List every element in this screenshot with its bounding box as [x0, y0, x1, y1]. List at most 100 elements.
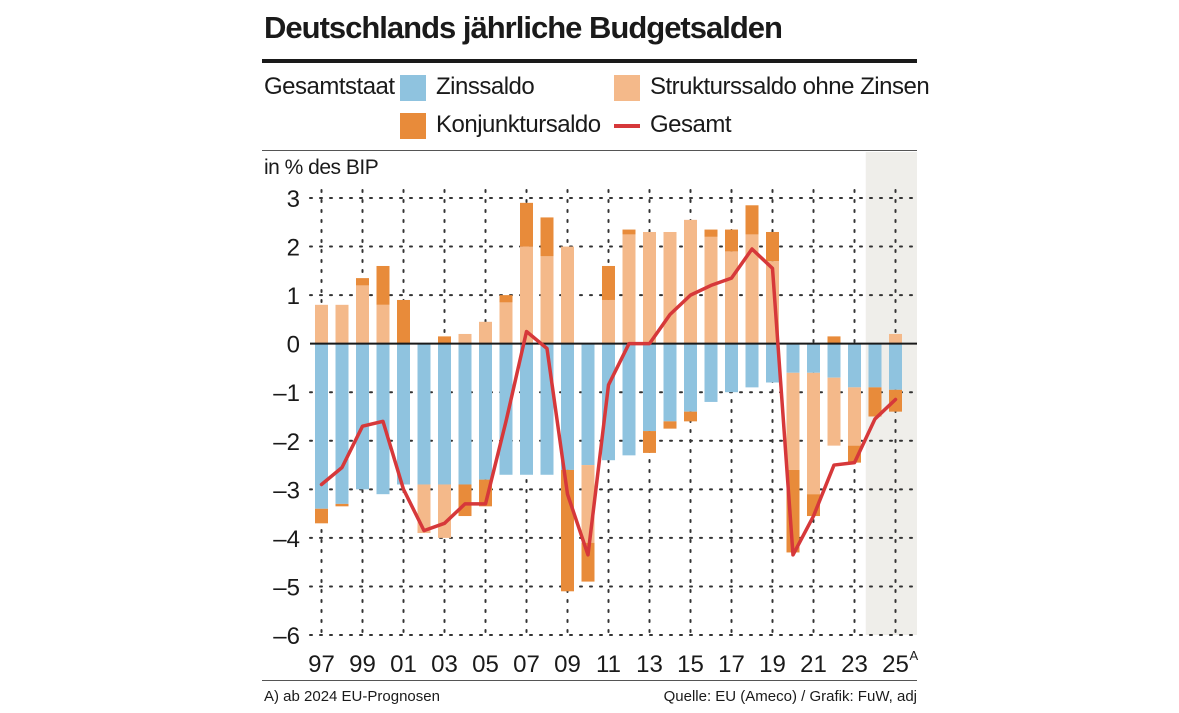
- legend-swatch-zinssaldo: [400, 75, 426, 101]
- legend-separator: [262, 150, 917, 151]
- x-tick-label: 03: [431, 651, 458, 678]
- y-tick-label: –1: [273, 380, 300, 407]
- bar-zinssaldo-2024: [868, 343, 882, 388]
- bar-strukturssaldo-ohne-zinsen-2016: [704, 236, 718, 344]
- bar-zinssaldo-2006: [499, 343, 513, 475]
- y-tick-label: –2: [273, 429, 300, 456]
- bar-strukturssaldo-ohne-zinsen-2014: [663, 231, 677, 344]
- title-rule: [262, 59, 917, 63]
- bar-zinssaldo-2013: [643, 343, 656, 432]
- x-tick-label: 17: [718, 651, 745, 678]
- x-tick-label: 21: [800, 651, 827, 678]
- chart-title: Deutschlands jährliche Budgetsalden: [264, 10, 783, 45]
- bar-zinssaldo-2011: [602, 343, 615, 461]
- legend-swatch-strukturssaldo: [614, 75, 640, 101]
- footer-separator: [262, 680, 917, 681]
- bar-konjunktursaldo-2022: [827, 336, 841, 344]
- legend-label-strukturssaldo: Strukturssaldo ohne Zinsen: [650, 73, 930, 100]
- bar-strukturssaldo-ohne-zinsen-2012: [622, 234, 636, 344]
- bar-strukturssaldo-ohne-zinsen-2013: [643, 231, 656, 344]
- bar-zinssaldo-2002: [417, 343, 431, 485]
- bar-strukturssaldo-ohne-zinsen-1999: [356, 285, 369, 344]
- bar-zinssaldo-2015: [684, 343, 697, 412]
- bar-konjunktursaldo-2007: [520, 202, 533, 247]
- legend-label-konjunktursaldo: Konjunktursaldo: [436, 111, 601, 138]
- bar-strukturssaldo-ohne-zinsen-2025: [889, 333, 902, 344]
- bar-strukturssaldo-ohne-zinsen-2023: [848, 387, 861, 446]
- bar-zinssaldo-2023: [848, 343, 861, 388]
- bar-zinssaldo-1997: [315, 343, 328, 509]
- bar-zinssaldo-2014: [663, 343, 677, 422]
- bar-strukturssaldo-ohne-zinsen-2005: [479, 321, 492, 344]
- bar-strukturssaldo-ohne-zinsen-2015: [684, 219, 697, 344]
- x-tick-label: 01: [390, 651, 417, 678]
- bar-konjunktursaldo-2010: [581, 542, 595, 582]
- bar-zinssaldo-2022: [827, 343, 841, 378]
- bar-konjunktursaldo-2016: [704, 229, 718, 237]
- bar-konjunktursaldo-1999: [356, 278, 369, 286]
- x-tick-label: 25: [882, 651, 909, 678]
- bar-konjunktursaldo-2024: [868, 387, 882, 417]
- y-tick-label: 0: [287, 332, 300, 359]
- bar-strukturssaldo-ohne-zinsen-2021: [807, 372, 820, 495]
- x-tick-label: 15: [677, 651, 704, 678]
- legend-label-gesamt: Gesamt: [650, 111, 732, 138]
- y-tick-label: –3: [273, 477, 300, 504]
- bar-konjunktursaldo-2017: [725, 229, 738, 252]
- y-tick-label: 3: [287, 186, 300, 213]
- bar-konjunktursaldo-2004: [458, 484, 472, 517]
- bar-zinssaldo-2020: [786, 343, 800, 373]
- bar-strukturssaldo-ohne-zinsen-2003: [438, 484, 451, 538]
- bar-zinssaldo-2016: [704, 343, 718, 402]
- legend-label-zinssaldo: Zinssaldo: [436, 73, 535, 100]
- bar-konjunktursaldo-1998: [335, 503, 349, 507]
- legend-group-label: Gesamtstaat: [264, 73, 395, 100]
- bar-zinssaldo-2007: [520, 343, 533, 475]
- bar-strukturssaldo-ohne-zinsen-2004: [458, 333, 472, 344]
- x-tick-superscript: A: [910, 648, 919, 663]
- bar-konjunktursaldo-2000: [376, 265, 390, 305]
- x-tick-label: 99: [349, 651, 376, 678]
- bar-strukturssaldo-ohne-zinsen-2002: [417, 484, 431, 534]
- bar-strukturssaldo-ohne-zinsen-2022: [827, 377, 841, 446]
- x-tick-label: 97: [308, 651, 335, 678]
- x-tick-label: 07: [513, 651, 540, 678]
- footer-source: Quelle: EU (Ameco) / Grafik: FuW, adj: [663, 688, 917, 705]
- bar-zinssaldo-1999: [356, 343, 369, 490]
- bar-strukturssaldo-ohne-zinsen-2000: [376, 304, 390, 344]
- x-tick-label: 23: [841, 651, 868, 678]
- bar-zinssaldo-2025: [889, 343, 902, 390]
- bar-konjunktursaldo-2011: [602, 265, 615, 300]
- y-tick-label: –5: [273, 574, 300, 601]
- bar-zinssaldo-1998: [335, 343, 349, 504]
- bar-strukturssaldo-ohne-zinsen-2020: [786, 372, 800, 470]
- bar-konjunktursaldo-2015: [684, 411, 697, 422]
- x-tick-label: 09: [554, 651, 581, 678]
- bar-zinssaldo-2010: [581, 343, 595, 466]
- legend-line-gesamt: [614, 124, 640, 128]
- bar-zinssaldo-2003: [438, 343, 451, 485]
- bar-konjunktursaldo-2012: [622, 229, 636, 235]
- x-tick-label: 19: [759, 651, 786, 678]
- x-tick-label: 05: [472, 651, 499, 678]
- bar-strukturssaldo-ohne-zinsen-1998: [335, 304, 349, 344]
- x-tick-label: 11: [596, 651, 621, 678]
- bar-zinssaldo-2004: [458, 343, 472, 485]
- y-tick-label: –6: [273, 623, 300, 650]
- y-axis-unit-label: in % des BIP: [264, 156, 379, 179]
- bar-strukturssaldo-ohne-zinsen-2009: [561, 246, 574, 344]
- bar-zinssaldo-2019: [766, 343, 779, 383]
- bar-konjunktursaldo-2013: [643, 431, 656, 453]
- bar-zinssaldo-2001: [397, 343, 410, 485]
- bar-zinssaldo-2012: [622, 343, 636, 456]
- bar-strukturssaldo-ohne-zinsen-2006: [499, 302, 513, 344]
- bar-zinssaldo-2018: [745, 343, 759, 388]
- bar-strukturssaldo-ohne-zinsen-2007: [520, 246, 533, 344]
- bar-zinssaldo-2017: [725, 343, 738, 393]
- bar-strukturssaldo-ohne-zinsen-2017: [725, 251, 738, 344]
- bar-zinssaldo-2000: [376, 343, 390, 495]
- bar-zinssaldo-2005: [479, 343, 492, 480]
- bar-zinssaldo-2008: [540, 343, 554, 475]
- bar-strukturssaldo-ohne-zinsen-1997: [315, 304, 328, 344]
